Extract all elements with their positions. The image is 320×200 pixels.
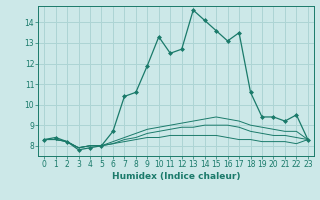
X-axis label: Humidex (Indice chaleur): Humidex (Indice chaleur) bbox=[112, 172, 240, 181]
